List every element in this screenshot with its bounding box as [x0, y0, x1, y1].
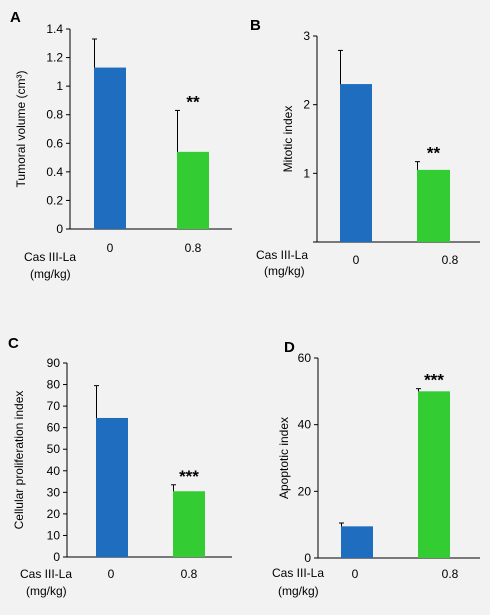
- bar-control: [94, 67, 126, 229]
- x-group-label: Cas III-La: [24, 250, 76, 264]
- panel-b: B 1 2 3 Mitotic index 0 ** 0.8 Cas III-La (mg/kg): [250, 17, 480, 278]
- y-tick-label: 0: [56, 222, 63, 236]
- y-tick-label: 1.4: [46, 22, 63, 36]
- panel-letter: D: [284, 339, 295, 356]
- bar-treated: [173, 491, 205, 557]
- y-axis-label: Tumoral volume (cm³): [14, 71, 28, 188]
- x-group-label: (mg/kg): [30, 267, 71, 281]
- x-category-label: 0.8: [181, 567, 198, 581]
- x-group-label: Cas III-La: [20, 567, 72, 581]
- y-tick-label: 0.4: [46, 165, 63, 179]
- y-tick-label: 70: [47, 399, 61, 413]
- y-tick-label: 0: [304, 551, 311, 565]
- y-tick-label: 1: [56, 79, 63, 93]
- y-tick-label: 30: [47, 485, 61, 499]
- bar-treated: [418, 391, 450, 558]
- significance-marker: **: [427, 144, 441, 163]
- y-axis-label: Apoptotic index: [277, 417, 291, 499]
- x-group-label: (mg/kg): [264, 264, 305, 278]
- y-tick-label: 20: [298, 484, 312, 498]
- significance-marker: ***: [179, 467, 199, 486]
- x-category-label: 0: [353, 253, 360, 267]
- bar-treated: [177, 151, 209, 229]
- y-tick-label: 1: [303, 166, 310, 180]
- x-category-label: 0.8: [442, 253, 459, 267]
- bar-control: [341, 526, 373, 558]
- y-tick-label: 3: [303, 29, 310, 43]
- y-tick-label: 0: [53, 550, 60, 564]
- x-category-label: 0: [108, 567, 115, 581]
- y-axis-label: Cellular proliferation index: [12, 391, 26, 530]
- x-category-label: 0: [107, 241, 114, 255]
- y-tick-label: 0.8: [46, 108, 63, 122]
- y-tick-label: 50: [47, 442, 61, 456]
- panel-c: C 0 10 20 30 40 50 60 70 80 90 Cellular proliferati…: [8, 335, 232, 598]
- x-category-label: 0: [352, 567, 359, 581]
- y-tick-label: 40: [47, 464, 61, 478]
- y-tick-label: 0.6: [46, 136, 63, 150]
- y-axis-label: Mitotic index: [281, 106, 295, 173]
- y-tick-label: 80: [47, 378, 61, 392]
- x-group-label: Cas III-La: [272, 566, 324, 580]
- panel-d: D 0 20 40 60 Apoptotic index 0 *** 0.8 Cas III-La…: [272, 339, 480, 598]
- y-tick-label: 40: [298, 418, 312, 432]
- panel-letter: B: [250, 17, 261, 34]
- x-category-label: 0.8: [185, 241, 202, 255]
- panel-letter: C: [8, 335, 19, 352]
- y-tick-label: 60: [298, 351, 312, 365]
- y-tick-label: 20: [47, 507, 61, 521]
- x-group-label: (mg/kg): [26, 584, 67, 598]
- x-group-label: Cas III-La: [256, 248, 308, 262]
- x-category-label: 0.8: [442, 567, 459, 581]
- x-group-label: (mg/kg): [278, 584, 319, 598]
- significance-marker: **: [186, 92, 200, 111]
- panel-letter: A: [10, 9, 21, 26]
- bar-treated: [417, 169, 450, 242]
- y-tick-label: 2: [303, 98, 310, 112]
- y-tick-label: 10: [47, 528, 61, 542]
- significance-marker: ***: [424, 371, 444, 390]
- y-tick-label: 60: [47, 421, 61, 435]
- bar-control: [340, 84, 372, 242]
- y-tick-label: 90: [47, 356, 61, 370]
- panel-a: A 0 0.2 0.4 0.6 0.8 1 1.2 1.4 Tumoral volume (cm³…: [10, 9, 232, 281]
- bar-control: [96, 417, 128, 557]
- y-tick-label: 1.2: [46, 51, 63, 65]
- y-tick-label: 0.2: [46, 193, 63, 207]
